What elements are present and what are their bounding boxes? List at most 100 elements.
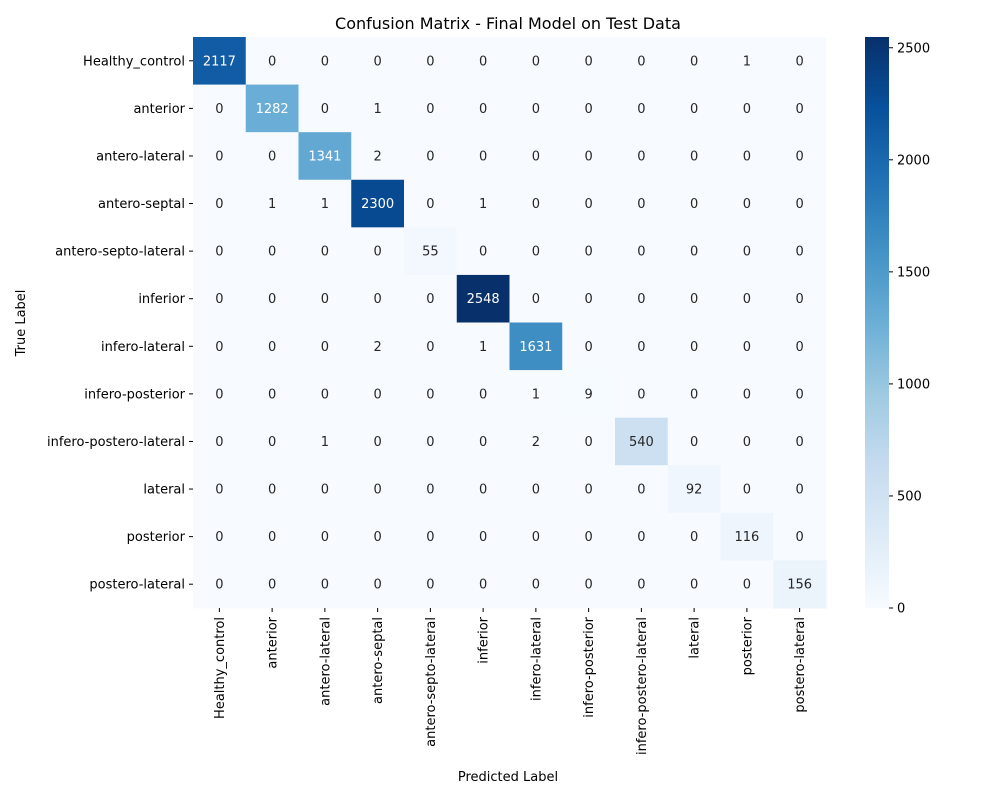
cell-value-label: 0 (584, 530, 592, 545)
heatmap-cell (667, 132, 721, 181)
cell-value-label: 1 (373, 102, 381, 117)
y-tick-label: lateral (143, 483, 185, 498)
heatmap-cell (351, 560, 405, 609)
heatmap-cell (456, 322, 510, 371)
heatmap-cell (193, 465, 247, 514)
heatmap-cell (667, 37, 721, 86)
heatmap-cell (615, 370, 669, 419)
colorbar-tick-label: 1000 (897, 377, 930, 392)
heatmap-cell (456, 417, 510, 466)
heatmap-cell (615, 37, 669, 86)
cell-value-label: 0 (637, 340, 645, 355)
cell-value-label: 0 (373, 435, 381, 450)
cell-value-label: 0 (532, 54, 540, 69)
colorbar-tick-label: 0 (897, 602, 905, 617)
cell-value-label: 0 (215, 340, 223, 355)
heatmap-cell (193, 417, 247, 466)
heatmap-cell (562, 84, 616, 133)
cell-value-label: 1 (479, 197, 487, 212)
heatmap-cell (562, 274, 616, 323)
y-tick-label: posterior (127, 530, 186, 545)
heatmap-cell (562, 417, 616, 466)
cell-value-label: 0 (268, 292, 276, 307)
cell-value-label: 0 (215, 149, 223, 164)
cell-value-label: 0 (321, 387, 329, 402)
heatmap-cell (720, 37, 774, 86)
heatmap-cell (404, 132, 458, 181)
cell-value-label: 0 (532, 245, 540, 260)
cell-value-label: 0 (373, 387, 381, 402)
heatmap-cell (456, 227, 510, 276)
heatmap-cell (773, 132, 827, 181)
heatmap-cell (298, 465, 352, 514)
heatmap-cell (404, 560, 458, 609)
cell-value-label: 0 (637, 149, 645, 164)
cell-value-label: 0 (373, 530, 381, 545)
heatmap-cell (562, 322, 616, 371)
cell-value-label: 0 (690, 387, 698, 402)
cell-value-label: 0 (637, 530, 645, 545)
heatmap-cell (298, 370, 352, 419)
heatmap-cell (351, 322, 405, 371)
heatmap-cell (562, 370, 616, 419)
cell-value-label: 2 (532, 435, 540, 450)
heatmap-cell (509, 132, 563, 181)
heatmap-cell (193, 512, 247, 561)
heatmap-cell (773, 274, 827, 323)
cell-value-label: 0 (584, 149, 592, 164)
heatmap-cell (456, 512, 510, 561)
heatmap-cell (509, 37, 563, 86)
heatmap-cell (562, 512, 616, 561)
cell-value-label: 0 (743, 245, 751, 260)
heatmap-cell (404, 512, 458, 561)
heatmap-cell (456, 370, 510, 419)
heatmap-cell (245, 417, 299, 466)
heatmap-cell (298, 512, 352, 561)
cell-value-label: 0 (479, 54, 487, 69)
heatmap-cell (193, 179, 247, 228)
cell-value-label: 0 (479, 435, 487, 450)
cell-value-label: 0 (690, 149, 698, 164)
heatmap-cell (773, 322, 827, 371)
heatmap-cell (509, 370, 563, 419)
cell-value-label: 0 (532, 292, 540, 307)
heatmap-cell (193, 84, 247, 133)
cell-value-label: 0 (426, 292, 434, 307)
x-tick-label: anterior (266, 616, 281, 668)
cell-value-label: 0 (690, 435, 698, 450)
cell-value-label: 9 (584, 387, 592, 402)
cell-value-label: 0 (479, 530, 487, 545)
heatmap-cell (509, 84, 563, 133)
cell-value-label: 0 (795, 340, 803, 355)
cell-value-label: 0 (479, 149, 487, 164)
heatmap-cell (667, 417, 721, 466)
cell-value-label: 0 (321, 483, 329, 498)
heatmap-cell (667, 465, 721, 514)
cell-value-label: 0 (637, 197, 645, 212)
cell-value-label: 0 (215, 245, 223, 260)
heatmap-cell (404, 274, 458, 323)
cell-value-label: 0 (690, 245, 698, 260)
cell-value-label: 0 (215, 292, 223, 307)
cell-value-label: 0 (743, 483, 751, 498)
heatmap-cell (404, 465, 458, 514)
cell-value-label: 0 (637, 578, 645, 593)
cell-value-label: 0 (426, 483, 434, 498)
colorbar-ticks: 0 500 1000 1500 2000 2500 (889, 41, 930, 617)
y-tick-label: antero-lateral (96, 149, 185, 164)
heatmap-cell (720, 512, 774, 561)
cell-value-label: 0 (743, 387, 751, 402)
heatmap-cell (245, 370, 299, 419)
heatmap-cell (562, 132, 616, 181)
heatmap-cell (562, 560, 616, 609)
heatmap-cell (720, 560, 774, 609)
heatmap-cell (298, 37, 352, 86)
heatmap-cell (720, 179, 774, 228)
x-tick-label: infero-postero-lateral (635, 617, 650, 755)
cell-value-label: 0 (426, 102, 434, 117)
heatmap-cell (509, 512, 563, 561)
cell-value-label: 0 (373, 483, 381, 498)
cell-value-label: 0 (795, 387, 803, 402)
heatmap-cell (562, 179, 616, 228)
colorbar-tick-label: 1500 (897, 265, 930, 280)
